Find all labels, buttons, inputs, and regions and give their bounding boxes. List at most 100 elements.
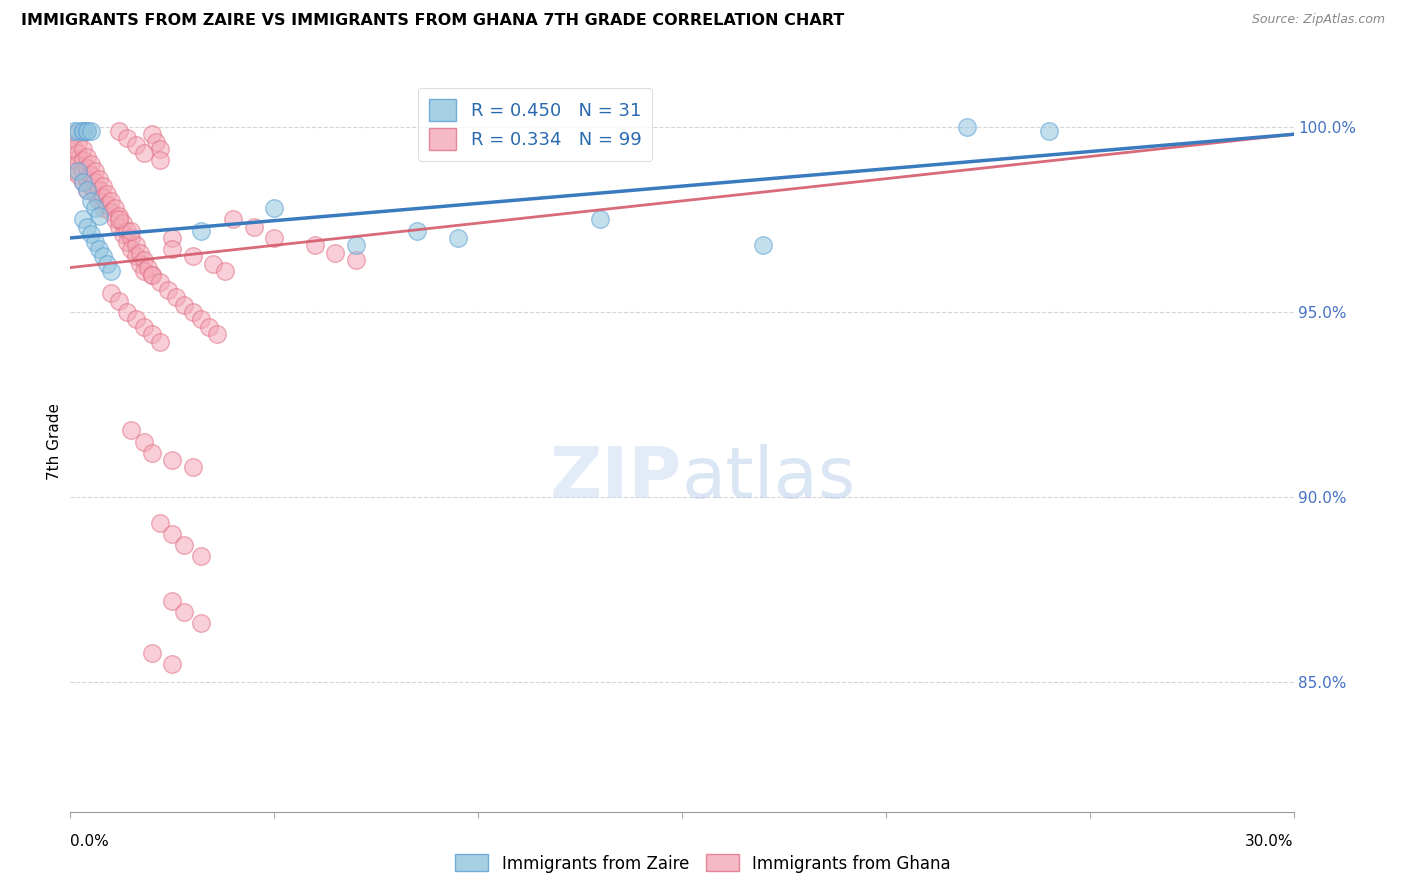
Point [72, 142, 94, 156]
Point [198, 319, 221, 334]
Y-axis label: 7th Grade: 7th Grade [46, 403, 62, 480]
Text: atlas: atlas [682, 444, 856, 513]
Point [67, 123, 90, 137]
Point [67, 168, 90, 182]
Point [141, 327, 163, 342]
Point [112, 227, 135, 242]
Point [76, 161, 98, 175]
Point [173, 605, 195, 619]
Point [72, 123, 94, 137]
Point [141, 445, 163, 459]
Point [104, 212, 127, 227]
Point [72, 175, 94, 189]
Point [263, 202, 285, 216]
Point [162, 231, 183, 245]
Point [67, 145, 90, 160]
Point [121, 231, 143, 245]
Point [173, 297, 195, 311]
Point [87, 242, 110, 256]
Point [72, 164, 94, 178]
Point [76, 183, 98, 197]
Point [304, 238, 326, 252]
Point [83, 235, 105, 249]
Point [79, 157, 103, 171]
Point [63, 128, 86, 142]
Point [121, 424, 143, 438]
Point [243, 219, 266, 234]
Point [96, 197, 118, 211]
Point [190, 615, 212, 630]
Point [91, 249, 114, 263]
Text: 30.0%: 30.0% [1246, 834, 1294, 849]
Point [214, 264, 236, 278]
Point [124, 238, 146, 252]
Point [117, 305, 139, 319]
Text: ZIP: ZIP [550, 444, 682, 513]
Point [162, 593, 183, 607]
Point [108, 293, 131, 308]
Point [100, 194, 122, 208]
Point [222, 212, 245, 227]
Point [205, 327, 228, 342]
Point [132, 264, 155, 278]
Point [165, 290, 187, 304]
Point [124, 249, 146, 263]
Legend: Immigrants from Zaire, Immigrants from Ghana: Immigrants from Zaire, Immigrants from G… [449, 847, 957, 880]
Point [162, 657, 183, 671]
Point [173, 538, 195, 552]
Point [96, 186, 118, 201]
Point [83, 164, 105, 178]
Point [344, 238, 367, 252]
Point [149, 153, 172, 168]
Point [108, 212, 131, 227]
Point [190, 223, 212, 237]
Point [141, 646, 163, 660]
Point [63, 153, 86, 168]
Point [157, 283, 180, 297]
Point [67, 164, 90, 178]
Point [76, 149, 98, 163]
Point [149, 276, 172, 290]
Point [87, 183, 110, 197]
Point [108, 219, 131, 234]
Point [752, 238, 775, 252]
Point [181, 305, 204, 319]
Point [128, 245, 150, 260]
Point [128, 257, 150, 271]
Point [132, 145, 155, 160]
Point [67, 157, 90, 171]
Point [263, 231, 285, 245]
Point [136, 260, 159, 275]
Point [181, 460, 204, 475]
Point [76, 123, 98, 137]
Point [181, 249, 204, 263]
Point [112, 216, 135, 230]
Point [162, 453, 183, 467]
Point [149, 142, 172, 156]
Point [104, 202, 127, 216]
Point [63, 164, 86, 178]
Point [132, 319, 155, 334]
Point [344, 253, 367, 268]
Point [162, 527, 183, 541]
Point [83, 175, 105, 189]
Point [145, 135, 167, 149]
Point [108, 123, 131, 137]
Point [141, 268, 163, 282]
Point [79, 179, 103, 194]
Point [1038, 123, 1060, 137]
Point [76, 123, 98, 137]
Legend: R = 0.450   N = 31, R = 0.334   N = 99: R = 0.450 N = 31, R = 0.334 N = 99 [418, 87, 652, 161]
Point [72, 212, 94, 227]
Point [117, 131, 139, 145]
Point [406, 223, 429, 237]
Point [72, 123, 94, 137]
Point [117, 223, 139, 237]
Point [72, 175, 94, 189]
Text: IMMIGRANTS FROM ZAIRE VS IMMIGRANTS FROM GHANA 7TH GRADE CORRELATION CHART: IMMIGRANTS FROM ZAIRE VS IMMIGRANTS FROM… [21, 13, 845, 29]
Point [132, 253, 155, 268]
Point [87, 209, 110, 223]
Point [87, 171, 110, 186]
Point [141, 268, 163, 282]
Point [132, 434, 155, 449]
